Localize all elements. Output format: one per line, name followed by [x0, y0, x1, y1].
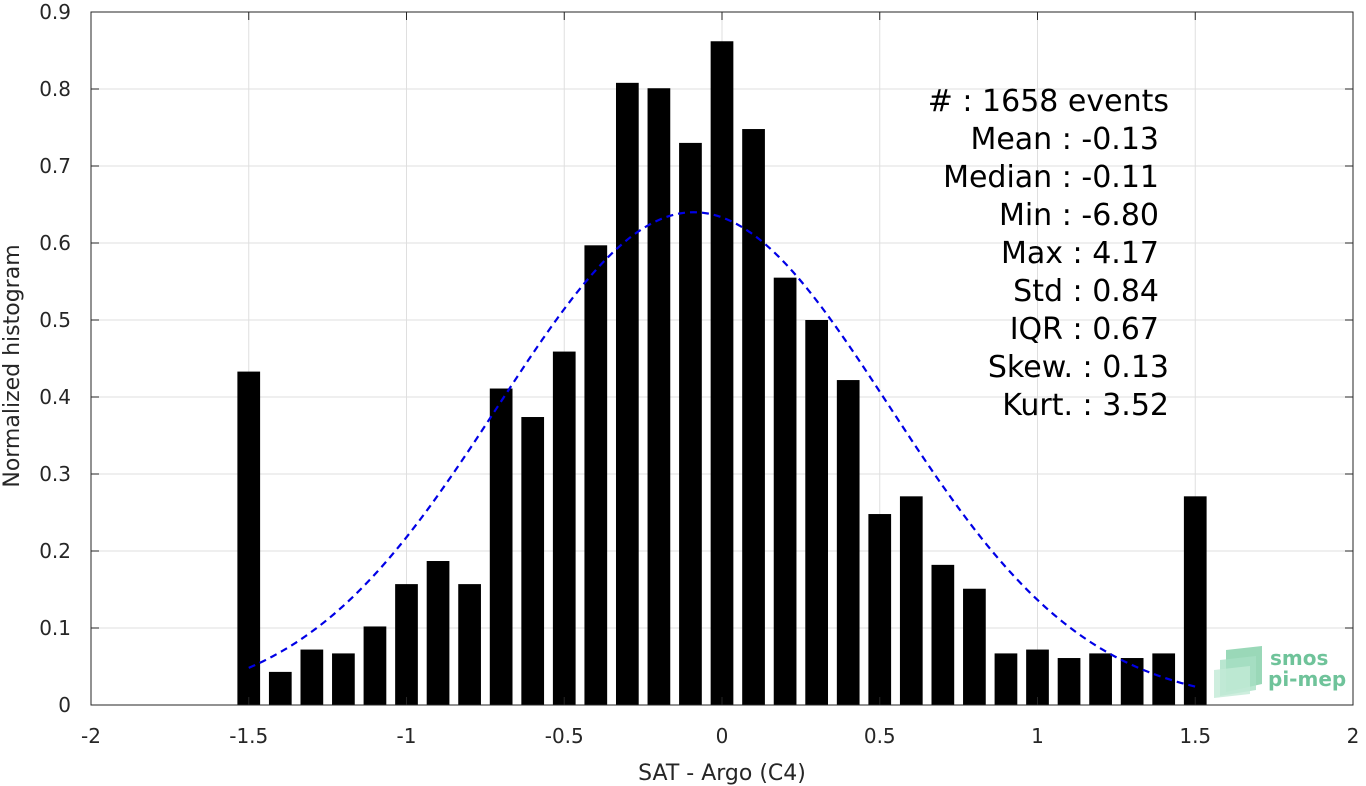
histogram-bar: [237, 371, 261, 705]
stat-line: Mean : -0.13: [970, 122, 1159, 157]
y-tick-labels: 0 0.1 0.2 0.3 0.4 0.5 0.6 0.7 0.8 0.9: [39, 0, 71, 717]
histogram-bar: [805, 320, 829, 705]
y-tick-label: 0.5: [39, 308, 71, 332]
histogram-bar: [868, 514, 892, 705]
stat-line: Max : 4.17: [1001, 236, 1159, 271]
y-tick-label: 0.3: [39, 462, 71, 486]
histogram-bar: [268, 671, 292, 705]
histogram-bar: [647, 88, 671, 706]
normal-fit-curve: [248, 211, 1196, 688]
histogram-bar: [552, 351, 576, 705]
histogram-bar: [458, 584, 481, 705]
histogram-bar: [300, 649, 324, 705]
x-tick-label: -0.5: [545, 724, 584, 748]
x-tick-label: 1.5: [1179, 724, 1211, 748]
histogram-bar: [963, 588, 986, 705]
x-tick-label: -1.5: [229, 724, 268, 748]
histogram-bar: [1057, 658, 1081, 705]
histogram-bar: [836, 380, 860, 705]
histogram-bar: [426, 561, 450, 705]
x-tick-label: 0: [716, 724, 729, 748]
histogram-bar: [1089, 653, 1112, 705]
histogram-bar: [1183, 496, 1207, 705]
histogram-bar: [395, 584, 418, 705]
histogram-bar: [1152, 653, 1176, 705]
histogram-bar: [489, 388, 513, 705]
smos-pi-mep-logo: smos pi-mep: [1214, 646, 1346, 698]
logo-line1: smos: [1270, 646, 1328, 670]
stat-line: Min : -6.80: [999, 198, 1159, 233]
y-tick-label: 0.4: [39, 385, 71, 409]
x-tick-label: 0.5: [864, 724, 896, 748]
histogram-bar: [1026, 649, 1049, 705]
histogram-bar: [742, 129, 765, 706]
stat-line: Std : 0.84: [1013, 274, 1159, 309]
histogram-bar: [994, 653, 1018, 705]
histogram-bar: [615, 82, 639, 706]
y-tick-label: 0.8: [39, 77, 71, 101]
logo-mark-icon: [1214, 646, 1262, 698]
stat-line: # : 1658 events: [928, 84, 1169, 119]
histogram-bar: [332, 653, 355, 705]
y-tick-label: 0.6: [39, 231, 71, 255]
histogram-bar: [679, 142, 702, 705]
x-tick-label: 1: [1031, 724, 1044, 748]
y-tick-label: 0.2: [39, 539, 71, 563]
stat-line: Kurt. : 3.52: [1002, 388, 1169, 423]
x-tick-label: 2: [1347, 724, 1360, 748]
y-tick-label: 0.1: [39, 616, 71, 640]
x-tick-label: -1: [397, 724, 417, 748]
fit-curve-line: [248, 211, 1196, 688]
histogram-bar: [584, 245, 608, 705]
logo-line2: pi-mep: [1268, 667, 1346, 691]
histogram-bar: [1120, 658, 1144, 705]
x-axis-label: SAT - Argo (C4): [638, 761, 806, 786]
bars: [237, 41, 1207, 706]
y-tick-label: 0.9: [39, 0, 71, 24]
y-tick-label: 0.7: [39, 154, 71, 178]
stat-line: Skew. : 0.13: [988, 350, 1169, 385]
y-tick-label: 0: [58, 693, 71, 717]
histogram-bar: [710, 41, 734, 705]
axes: [90, 11, 1354, 706]
histogram-bar: [899, 496, 923, 705]
histogram-bar: [521, 417, 545, 705]
x-tick-labels: -2 -1.5 -1 -0.5 0 0.5 1 1.5 2: [81, 724, 1359, 748]
histogram-bar: [931, 564, 955, 705]
x-tick-label: -2: [81, 724, 101, 748]
histogram-bar: [773, 277, 797, 705]
histogram-bar: [363, 626, 387, 705]
stat-line: IQR : 0.67: [1010, 312, 1159, 347]
y-axis-label: Normalized histogram: [0, 244, 25, 487]
stat-line: Median : -0.11: [943, 160, 1159, 195]
